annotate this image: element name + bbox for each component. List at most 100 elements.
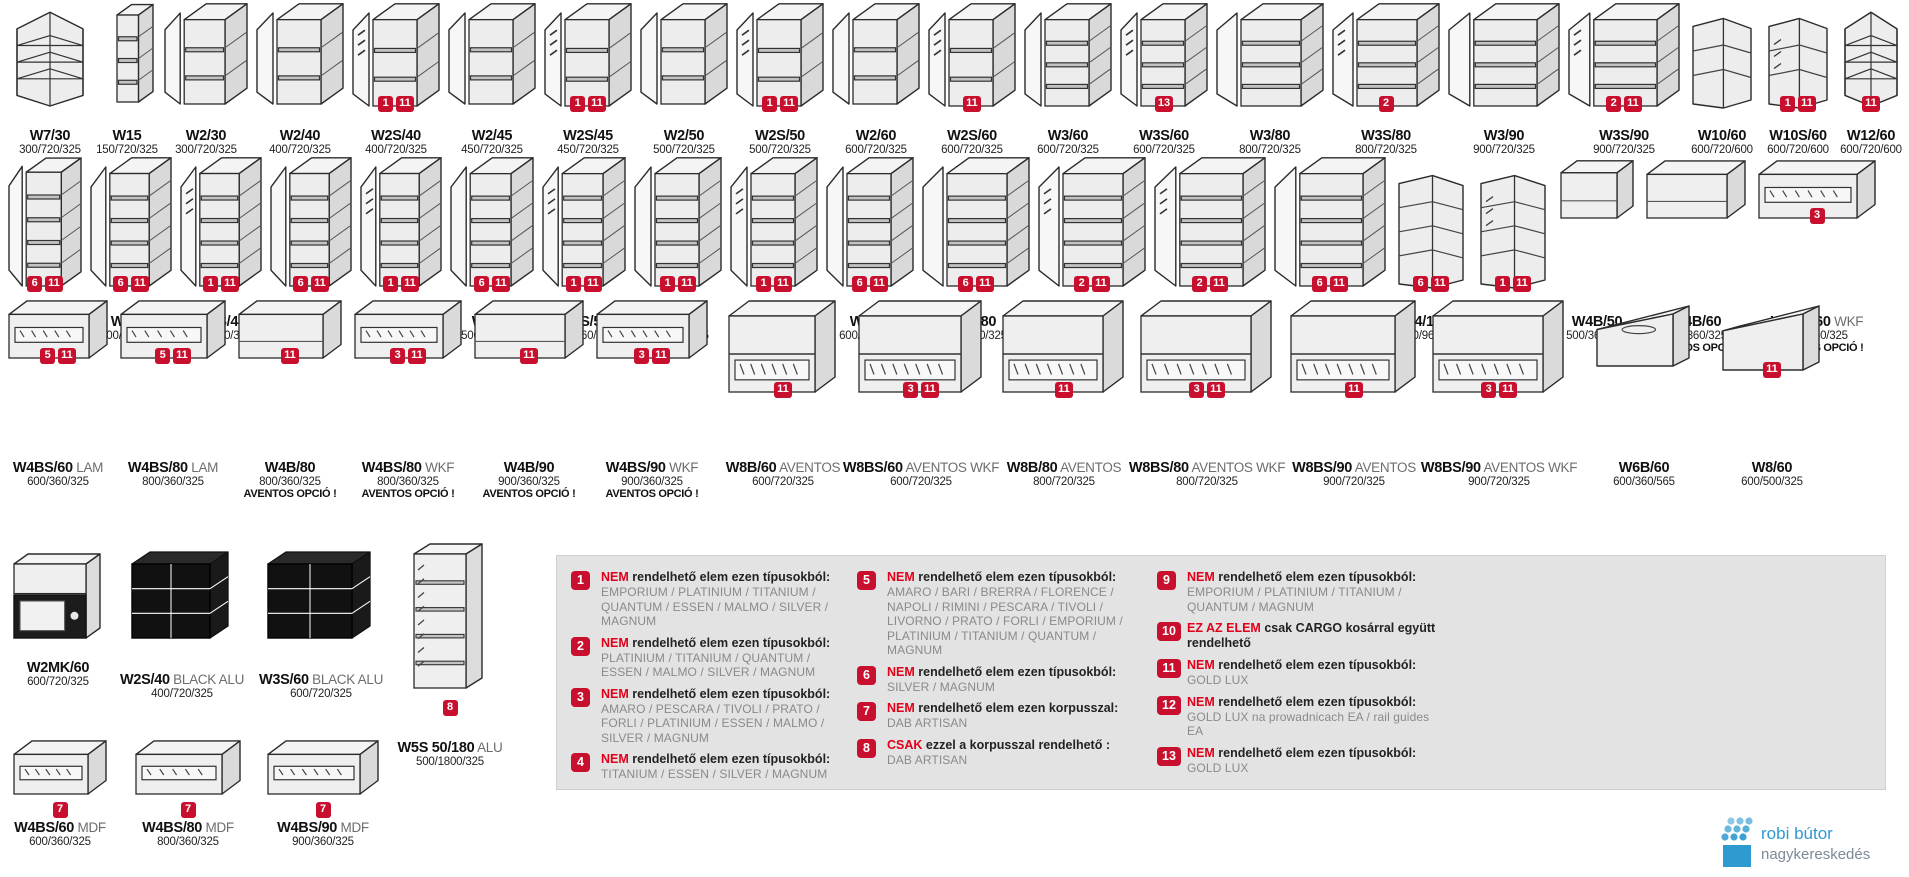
badge-note-11[interactable]: 11 — [780, 96, 798, 112]
cabinet-drawing — [267, 551, 371, 639]
product-name: W2S/40 BLACK ALU — [119, 672, 245, 688]
product-name: W12/60 — [1846, 128, 1896, 144]
badge-note-6[interactable]: 6 — [113, 276, 129, 292]
legend-number-badge-7[interactable]: 7 — [857, 702, 876, 721]
badge-note-11[interactable]: 11 — [221, 276, 239, 292]
legend-number-badge-13[interactable]: 13 — [1157, 746, 1181, 766]
badge-note-11[interactable]: 11 — [652, 348, 670, 364]
badge-note-6[interactable]: 6 — [27, 276, 43, 292]
badge-note-1[interactable]: 1 — [1495, 276, 1511, 292]
badge-note-1[interactable]: 1 — [1780, 96, 1796, 112]
badge-note-11[interactable]: 11 — [774, 276, 792, 292]
legend-number-badge-5[interactable]: 5 — [857, 571, 876, 590]
badge-note-3[interactable]: 3 — [1481, 382, 1497, 398]
special-product-cell — [8, 548, 108, 644]
legend-number-badge-6[interactable]: 6 — [857, 665, 876, 685]
badge-note-7[interactable]: 7 — [52, 802, 68, 818]
badge-note-11[interactable]: 11 — [1092, 276, 1110, 292]
product-illustration — [1328, 3, 1444, 110]
product-name: W10/60 — [1697, 128, 1747, 144]
badge-note-11[interactable]: 11 — [401, 276, 419, 292]
badge-note-2[interactable]: 2 — [1378, 96, 1394, 112]
badge-note-11[interactable]: 11 — [921, 382, 939, 398]
badge-note-11[interactable]: 11 — [173, 348, 191, 364]
badge-note-11[interactable]: 11 — [1624, 96, 1642, 112]
product-name: W3S/90 — [1599, 128, 1649, 144]
badge-note-3[interactable]: 3 — [390, 348, 406, 364]
badge-note-11[interactable]: 11 — [774, 382, 792, 398]
badge-note-6[interactable]: 6 — [1413, 276, 1429, 292]
badge-note-1[interactable]: 1 — [756, 276, 772, 292]
badge-note-11[interactable]: 11 — [870, 276, 888, 292]
badge-note-11[interactable]: 11 — [58, 348, 76, 364]
badge-note-11[interactable]: 11 — [584, 276, 602, 292]
legend-number-badge-8[interactable]: 8 — [857, 738, 876, 758]
product-cell: 6 11 — [86, 157, 176, 292]
legend-number-badge-9[interactable]: 9 — [1157, 571, 1176, 590]
badge-note-7[interactable]: 7 — [180, 802, 196, 818]
badge-note-1[interactable]: 1 — [570, 96, 586, 112]
product-name: W2/60 — [855, 128, 897, 144]
badge-note-11[interactable]: 11 — [1345, 382, 1363, 398]
badge-note-11[interactable]: 11 — [131, 276, 149, 292]
badge-note-11[interactable]: 11 — [1330, 276, 1348, 292]
badge-note-11[interactable]: 11 — [1513, 276, 1531, 292]
badge-note-6[interactable]: 6 — [1312, 276, 1328, 292]
badge-note-11[interactable]: 11 — [588, 96, 606, 112]
badge-note-11[interactable]: 11 — [1763, 362, 1781, 378]
badge-note-6[interactable]: 6 — [958, 276, 974, 292]
badge-note-11[interactable]: 11 — [311, 276, 329, 292]
badge-note-11[interactable]: 11 — [520, 348, 538, 364]
legend-number-badge-2[interactable]: 2 — [571, 636, 590, 656]
badge-note-1[interactable]: 1 — [566, 276, 582, 292]
badge-note-6[interactable]: 6 — [293, 276, 309, 292]
badge-note-11[interactable]: 11 — [678, 276, 696, 292]
badge-note-11[interactable]: 11 — [1798, 96, 1816, 112]
badge-note-2[interactable]: 2 — [1192, 276, 1208, 292]
badge-note-11[interactable]: 11 — [408, 348, 426, 364]
product-dimensions: 800/720/325 — [1355, 144, 1417, 156]
badge-note-2[interactable]: 2 — [1074, 276, 1090, 292]
badge-note-13[interactable]: 13 — [1154, 96, 1174, 112]
badge-note-11[interactable]: 11 — [1431, 276, 1449, 292]
badge-note-11[interactable]: 11 — [1499, 382, 1517, 398]
badge-note-5[interactable]: 5 — [40, 348, 56, 364]
badge-note-11[interactable]: 11 — [1207, 382, 1225, 398]
badge-note-3[interactable]: 3 — [1189, 382, 1205, 398]
badge-note-1[interactable]: 1 — [203, 276, 219, 292]
badge-note-11[interactable]: 11 — [281, 348, 299, 364]
badge-note-3[interactable]: 3 — [903, 382, 919, 398]
badge-note-1[interactable]: 1 — [762, 96, 778, 112]
badge-note-7[interactable]: 7 — [315, 802, 331, 818]
product-illustration — [252, 3, 348, 108]
legend-number-badge-12[interactable]: 12 — [1157, 695, 1181, 715]
badge-note-3[interactable]: 3 — [1809, 208, 1825, 224]
badge-note-11[interactable]: 11 — [963, 96, 981, 112]
badge-note-11[interactable]: 11 — [1055, 382, 1073, 398]
product-dimensions: 450/720/325 — [461, 144, 523, 156]
badge-note-2[interactable]: 2 — [1606, 96, 1622, 112]
badge-note-11[interactable]: 11 — [45, 276, 63, 292]
badge-note-11[interactable]: 11 — [976, 276, 994, 292]
legend-number-badge-4[interactable]: 4 — [571, 753, 590, 772]
badge-note-3[interactable]: 3 — [634, 348, 650, 364]
badge-note-1[interactable]: 1 — [660, 276, 676, 292]
badge-note-8[interactable]: 8 — [442, 700, 458, 716]
badge-note-11[interactable]: 11 — [1862, 96, 1880, 112]
legend-number-badge-10[interactable]: 10 — [1157, 622, 1181, 641]
badge-note-1[interactable]: 1 — [378, 96, 394, 112]
badge-note-1[interactable]: 1 — [383, 276, 399, 292]
product-name: W6B/60 — [1618, 460, 1670, 476]
legend-number-badge-1[interactable]: 1 — [571, 571, 590, 590]
badge-note-11[interactable]: 11 — [492, 276, 510, 292]
legend-item-keyword: CSAK — [887, 737, 923, 752]
legend-number-badge-11[interactable]: 11 — [1157, 659, 1181, 678]
badge-note-6[interactable]: 6 — [474, 276, 490, 292]
badge-note-5[interactable]: 5 — [155, 348, 171, 364]
legend-number-badge-3[interactable]: 3 — [571, 687, 590, 707]
legend-item-13: 13 NEM rendelhető elem ezen típusokból: GO… — [1157, 746, 1447, 776]
badge-note-11[interactable]: 11 — [1210, 276, 1228, 292]
product-label: W8B/60 AVENTOS 600/720/325 — [708, 460, 858, 488]
badge-note-6[interactable]: 6 — [852, 276, 868, 292]
badge-note-11[interactable]: 11 — [396, 96, 414, 112]
